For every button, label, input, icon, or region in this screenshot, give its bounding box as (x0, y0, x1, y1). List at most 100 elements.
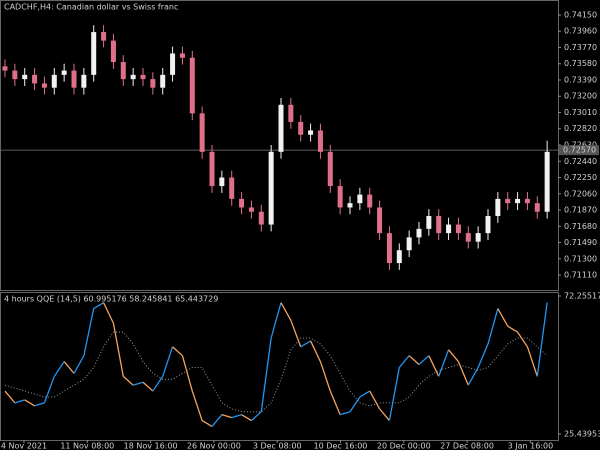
qqe-segment (142, 381, 154, 392)
candle-body (22, 74, 28, 80)
y-tick-label: 0.74150 (564, 10, 597, 19)
qqe-segment (53, 361, 65, 377)
candle-body (367, 194, 373, 208)
qqe-segment (300, 340, 311, 348)
candle-body (515, 198, 521, 204)
candle-body (524, 198, 530, 204)
qqe-segment (201, 419, 213, 427)
qqe-segment (428, 355, 440, 377)
candle-body (406, 237, 412, 251)
candle-body (130, 74, 136, 80)
y-tick-label: 25.439537 (564, 429, 600, 438)
candle-body (268, 151, 274, 225)
qqe-segment (221, 414, 232, 419)
candle-body (505, 198, 511, 204)
y-tick-label: 0.71490 (564, 238, 597, 247)
candle-body (446, 224, 452, 234)
qqe-segment (369, 390, 381, 410)
x-tick-label: 20 Dec 00:00 (377, 442, 431, 450)
qqe-segment (73, 355, 85, 374)
candle-body (150, 79, 156, 88)
qqe-segment (93, 302, 104, 310)
qqe-segment (536, 302, 548, 377)
y-tick-label: 72.255170 (564, 291, 600, 300)
y-tick-label: 0.71110 (564, 271, 597, 280)
qqe-segment (487, 308, 499, 345)
qqe-segment (83, 308, 95, 356)
qqe-segment (34, 402, 45, 407)
x-tick-label: 10 Dec 16:00 (314, 442, 368, 450)
qqe-segment (507, 325, 518, 333)
candle-body (120, 62, 126, 80)
y-tick-label: 0.72820 (564, 124, 597, 133)
qqe-segment (438, 349, 450, 377)
candle-body (308, 130, 314, 135)
qqe-segment (398, 355, 410, 368)
candle-body (12, 70, 18, 80)
qqe-segment (526, 346, 538, 377)
qqe-segment (448, 349, 459, 363)
qqe-segment (260, 337, 272, 412)
chart-title: CADCHF,H4: Canadian dollar vs Swiss fran… (4, 3, 178, 12)
candle-body (485, 216, 491, 234)
candle-body (160, 74, 166, 88)
candle-body (248, 207, 254, 212)
candle-body (347, 203, 353, 208)
candle-body (337, 186, 343, 208)
candle-body (2, 66, 8, 71)
qqe-segment (112, 323, 124, 377)
candle-body (534, 203, 540, 212)
qqe-segment (477, 343, 489, 368)
x-tick-label: 3 Dec 08:00 (253, 442, 302, 450)
candle-body (209, 151, 215, 187)
qqe-segment (418, 355, 430, 366)
candle-body (278, 104, 284, 152)
candle-body (298, 121, 304, 135)
qqe-segment (309, 340, 322, 362)
x-tick-label: 3 Jan 16:00 (508, 442, 554, 450)
x-tick-label: 11 Nov 08:00 (60, 442, 114, 450)
qqe-segment (4, 390, 16, 404)
candle-body (475, 233, 481, 242)
qqe-segment (388, 367, 400, 421)
qqe-segment (122, 375, 134, 386)
indicator-title: 4 hours QQE (14,5) 60.995176 58.245841 6… (4, 295, 218, 304)
candle-body (189, 57, 195, 114)
y-tick-label: 0.72630 (564, 141, 597, 150)
candle-body (51, 74, 57, 88)
candle-body (455, 224, 461, 234)
qqe-segment (280, 302, 292, 321)
qqe-segment (349, 396, 361, 413)
y-tick-label: 0.73960 (564, 27, 597, 36)
x-tick-label: 27 Dec 08:00 (440, 442, 494, 450)
candle-body (436, 216, 442, 234)
candle-body (544, 151, 550, 212)
qqe-segment (132, 381, 144, 386)
qqe-segment (181, 355, 193, 392)
qqe-segment (24, 399, 35, 407)
candle-body (426, 216, 432, 229)
candle-body (416, 228, 422, 238)
candle-body (81, 74, 87, 88)
qqe-segment (329, 390, 341, 415)
qqe-segment (270, 302, 282, 339)
y-tick-label: 0.71680 (564, 222, 597, 231)
candle-body (61, 70, 67, 75)
qqe-segment (339, 411, 351, 416)
y-tick-label: 0.71300 (564, 254, 597, 263)
candle-body (465, 233, 471, 242)
current-price-box (559, 145, 599, 156)
indicator-frame (0, 292, 559, 441)
qqe-segment (63, 361, 75, 374)
x-tick-label: 18 Nov 16:00 (124, 442, 178, 450)
candle-body (101, 32, 107, 41)
y-tick-label: 0.72250 (564, 173, 597, 182)
x-tick-label: 4 Nov 2021 (1, 442, 47, 450)
candle-body (71, 70, 77, 88)
qqe-segment (319, 361, 331, 392)
candle-body (219, 177, 225, 187)
qqe-segment (467, 367, 479, 386)
y-tick-label: 0.73390 (564, 75, 597, 84)
candle-body (110, 40, 116, 63)
candle-body (91, 32, 97, 75)
